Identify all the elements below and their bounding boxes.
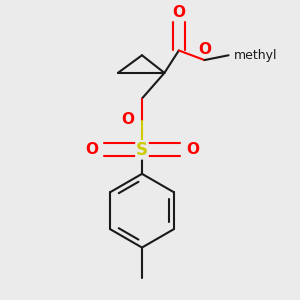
Text: O: O: [198, 42, 211, 57]
Text: O: O: [172, 5, 185, 20]
Text: O: O: [85, 142, 98, 157]
Text: O: O: [186, 142, 199, 157]
Text: methyl: methyl: [234, 49, 278, 62]
Text: S: S: [136, 141, 148, 159]
Text: O: O: [121, 112, 134, 127]
